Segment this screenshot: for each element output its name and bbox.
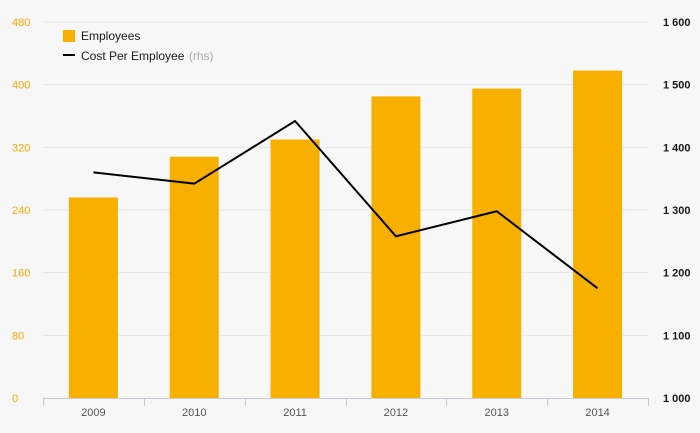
- y-right-tick-label: 1 200: [663, 268, 691, 280]
- bar-employees: [68, 197, 118, 398]
- legend-label-cost-text: Cost Per Employee: [81, 49, 185, 63]
- y-left-tick-label: 480: [12, 17, 30, 29]
- legend-label-rhs: (rhs): [189, 49, 214, 63]
- y-left-tick-label: 80: [12, 330, 24, 342]
- axes: 0 80 160 240 320 400 480 1 000 1 100 1 200 1 300 1 …: [12, 17, 691, 419]
- y-right-tick-label: 1 500: [663, 80, 691, 92]
- y-left-tick-label: 400: [12, 80, 30, 92]
- x-tick-label: 2011: [283, 407, 307, 419]
- legend-label-employees: Employees: [81, 29, 140, 43]
- y-left-tick-label: 320: [12, 142, 30, 154]
- legend-swatch-employees: [63, 30, 75, 42]
- bar-employees: [573, 70, 623, 399]
- y-right-tick-label: 1 300: [663, 205, 691, 217]
- y-left-tick-label: 160: [12, 268, 30, 280]
- x-tick-label: 2012: [384, 407, 408, 419]
- bar-employees: [371, 96, 421, 399]
- y-left-tick-label: 0: [12, 393, 18, 405]
- x-tick-label: 2009: [81, 407, 105, 419]
- line-series-cost-per-employee: [93, 120, 599, 290]
- bar-employees: [472, 88, 522, 398]
- gridlines: [43, 21, 648, 336]
- bar-series-employees: [68, 70, 623, 399]
- y-right-tick-label: 1 600: [663, 17, 691, 29]
- legend-label-cost-per-employee: Cost Per Employee (rhs): [81, 47, 214, 64]
- y-right-tick-label: 1 400: [663, 142, 691, 154]
- x-tick-label: 2014: [585, 407, 609, 419]
- y-right-tick-label: 1 000: [663, 393, 691, 405]
- y-right-tick-label: 1 100: [663, 330, 691, 342]
- line-cost-per-employee: [93, 120, 599, 290]
- legend: Employees Cost Per Employee (rhs): [63, 29, 214, 64]
- y-left-tick-label: 240: [12, 205, 30, 217]
- x-tick-label: 2013: [485, 407, 509, 419]
- bar-employees: [270, 139, 320, 398]
- bar-employees: [169, 156, 219, 398]
- x-tick-label: 2010: [182, 407, 206, 419]
